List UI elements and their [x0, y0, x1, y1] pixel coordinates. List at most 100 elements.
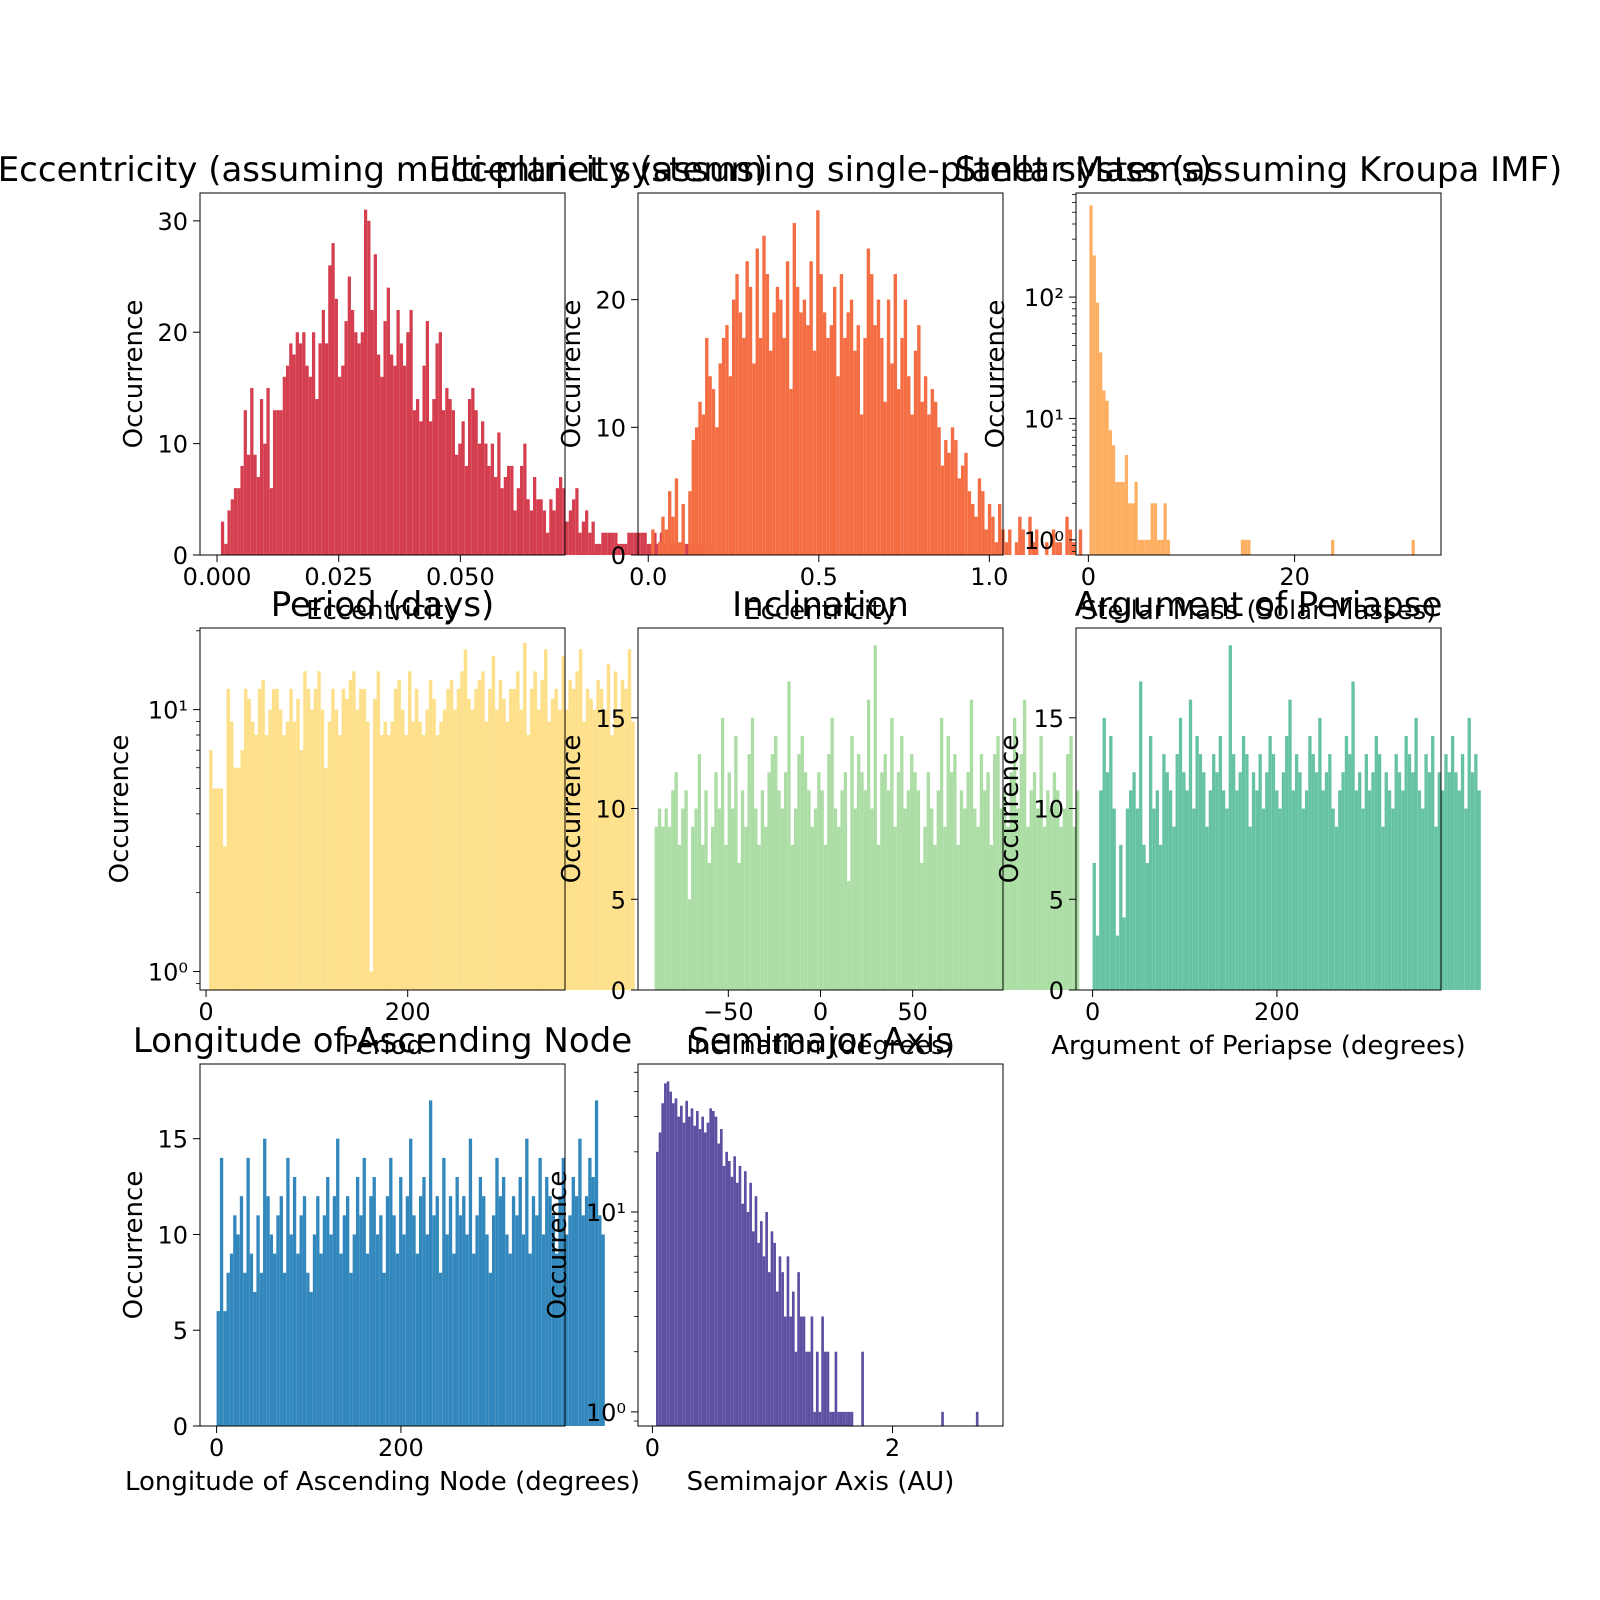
histogram-bar [453, 710, 456, 990]
chart-title: Period (days) [271, 585, 495, 625]
histogram-bar [1292, 790, 1295, 990]
histogram-bar [592, 522, 595, 555]
histogram-bar [830, 718, 833, 990]
histogram-bar [1103, 718, 1106, 990]
histogram-bar [728, 1161, 731, 1426]
histogram-bar [263, 444, 266, 555]
histogram-bar [331, 243, 334, 555]
histogram-bar [579, 533, 582, 555]
histogram-bar [729, 376, 732, 555]
chart-title: Argument of Periapse [1075, 585, 1443, 625]
histogram-bar [452, 1254, 455, 1426]
x-tick-label: 0 [1085, 998, 1100, 1026]
histogram-bar [1444, 754, 1447, 990]
histogram-bar [595, 1100, 598, 1426]
histogram-bar [282, 735, 285, 990]
histogram-bar [485, 722, 488, 990]
histogram-bar [783, 338, 786, 555]
histogram-bar [667, 1081, 670, 1426]
histogram-bar [894, 827, 897, 990]
histogram-bar [805, 1352, 808, 1426]
histogram-bar [731, 1177, 734, 1426]
histogram-bar [589, 699, 592, 990]
histogram-bar [1272, 754, 1275, 990]
histogram-bar [1102, 390, 1105, 555]
histogram-bar [834, 809, 837, 990]
histogram-bar [664, 1083, 667, 1426]
histogram-bar [489, 1273, 492, 1426]
y-axis-label: Occurrence [119, 1171, 149, 1320]
histogram-bar [254, 735, 257, 990]
histogram-bar [1474, 754, 1477, 990]
histogram-bar [897, 389, 900, 555]
histogram-bar [237, 768, 240, 990]
histogram-bar [807, 790, 810, 990]
histogram-bar [1115, 482, 1118, 555]
histogram-bar [1451, 736, 1454, 990]
histogram-bar [1128, 503, 1131, 555]
histogram-bar [333, 1196, 336, 1426]
histogram-bar [541, 680, 544, 990]
histogram-bar [628, 649, 631, 990]
histogram-bar [953, 754, 956, 990]
histogram-bar [315, 399, 318, 555]
histogram-bar [870, 809, 873, 990]
histogram-bar [485, 1234, 488, 1426]
histogram-bar [784, 1317, 787, 1426]
histogram-bar [1099, 790, 1102, 990]
histogram-bar [804, 772, 807, 990]
histogram-bar [435, 343, 438, 555]
histogram-bar [456, 1177, 459, 1426]
histogram-bar [751, 718, 754, 990]
histogram-bar [422, 366, 425, 555]
histogram-bar [376, 1234, 379, 1426]
histogram-bar [988, 504, 991, 555]
histogram-bar [1125, 455, 1128, 555]
histogram-bar [509, 689, 512, 990]
histogram-bar [322, 310, 325, 555]
histogram-bar [900, 338, 903, 555]
histogram-bar [1464, 809, 1467, 990]
histogram-bar [436, 1196, 439, 1426]
histogram-bar [547, 722, 550, 990]
histogram-bar [227, 689, 230, 990]
histogram-bar [369, 1196, 372, 1426]
histogram-bar [1159, 845, 1162, 990]
histogram-bar [867, 249, 870, 555]
histogram-bar [801, 736, 804, 990]
histogram-bar [772, 312, 775, 555]
histogram-bar [1141, 540, 1144, 555]
x-tick-label: 0 [645, 1434, 660, 1462]
histogram-bar [283, 377, 286, 555]
histogram-bar [409, 310, 412, 555]
histogram-bar [816, 1352, 819, 1426]
histogram-bar [1338, 790, 1341, 990]
histogram-bar [598, 1215, 601, 1426]
histogram-bar [937, 427, 940, 555]
histogram-bar [817, 772, 820, 990]
x-tick-label: 2 [885, 1434, 900, 1462]
histogram-bar [985, 529, 988, 555]
histogram-bar [937, 790, 940, 990]
histogram-bar [536, 499, 539, 555]
histogram-bar [675, 1098, 678, 1426]
histogram-bar [1348, 754, 1351, 990]
histogram-bar [300, 750, 303, 990]
histogram-bar [747, 1212, 750, 1426]
histogram-bar [342, 689, 345, 990]
histogram-bar [305, 366, 308, 555]
histogram-bar [795, 1352, 798, 1426]
histogram-bar [234, 768, 237, 990]
y-tick-label: 15 [157, 1126, 188, 1154]
histogram-bar [387, 735, 390, 990]
histogram-bar [720, 1129, 723, 1426]
histogram-bar [712, 1111, 715, 1426]
histogram-bar [251, 722, 254, 990]
histogram-bar [1096, 936, 1099, 990]
histogram-bar [504, 477, 507, 555]
histogram-bar [698, 402, 701, 555]
histogram-bar [265, 735, 268, 990]
histogram-bar [478, 444, 481, 555]
histogram-bar [976, 1412, 979, 1426]
histogram-bar [416, 399, 419, 555]
